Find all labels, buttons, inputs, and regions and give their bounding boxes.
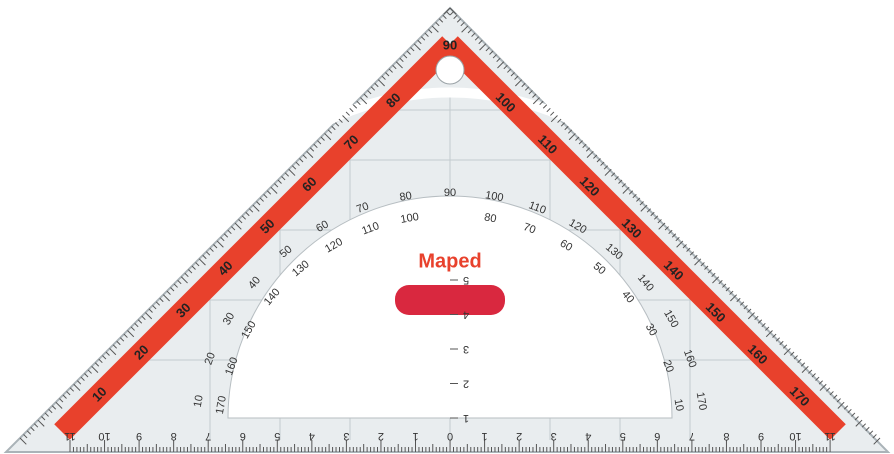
center-label: 1 — [463, 412, 469, 424]
base-label: 4 — [585, 430, 591, 442]
base-label: 10 — [789, 430, 801, 442]
ruler-photo: Maped 1020304050607080901001101201301401… — [0, 0, 894, 454]
hang-hole — [436, 56, 464, 84]
edge-label: 90 — [443, 37, 457, 52]
protractor-label: 10 — [672, 398, 686, 412]
protractor-label: 10 — [192, 394, 206, 408]
protractor-label: 80 — [483, 211, 497, 225]
center-label: 2 — [463, 378, 469, 390]
protractor-label: 80 — [399, 190, 413, 204]
base-label: 1 — [482, 430, 488, 442]
base-label: 3 — [343, 430, 349, 442]
center-label: 4 — [463, 309, 469, 321]
center-label: 5 — [463, 274, 469, 286]
base-label: 9 — [758, 430, 764, 442]
base-label: 10 — [98, 430, 110, 442]
base-label: 5 — [620, 430, 626, 442]
base-label: 3 — [551, 430, 557, 442]
base-label: 6 — [654, 430, 660, 442]
base-label: 4 — [309, 430, 315, 442]
handle — [395, 285, 505, 315]
base-label: 2 — [378, 430, 384, 442]
base-label: 7 — [205, 430, 211, 442]
base-label: 8 — [171, 430, 177, 442]
base-label: 11 — [64, 430, 75, 442]
brand: Maped — [418, 250, 481, 272]
base-label: 8 — [723, 430, 729, 442]
base-label: 5 — [274, 430, 280, 442]
base-label: 7 — [689, 430, 695, 442]
base-label: 1 — [412, 430, 418, 442]
base-label: 11 — [824, 430, 835, 442]
protractor-label: 90 — [444, 187, 456, 199]
center-label: 3 — [463, 343, 469, 355]
base-label: 6 — [240, 430, 246, 442]
base-label: 2 — [516, 430, 522, 442]
base-label: 0 — [447, 430, 453, 442]
base-label: 9 — [136, 430, 142, 442]
